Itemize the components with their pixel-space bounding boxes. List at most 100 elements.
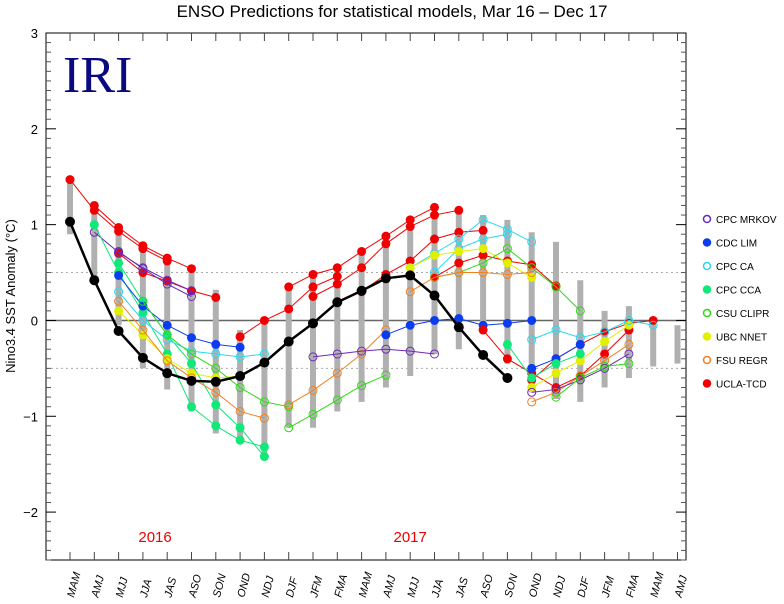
- forecast-point: [648, 320, 658, 330]
- forecast-point: [162, 335, 172, 345]
- forecast-point: [454, 205, 464, 215]
- forecast-point: [138, 264, 148, 274]
- observed-point: [137, 352, 148, 363]
- legend-label: CDC LIM: [716, 239, 757, 250]
- forecast-point: [381, 330, 391, 340]
- forecast-point: [211, 363, 221, 373]
- forecast-point: [162, 356, 172, 366]
- forecast-point: [600, 349, 610, 359]
- x-tick-label: NDJ: [260, 575, 277, 599]
- legend-marker: [702, 379, 712, 388]
- x-tick-label: SON: [503, 573, 521, 599]
- observed-point: [283, 336, 294, 347]
- forecast-point: [162, 279, 172, 289]
- forecast-point: [308, 352, 318, 362]
- forecast-point: [332, 271, 342, 281]
- forecast-point: [211, 349, 221, 359]
- forecast-point: [187, 264, 196, 274]
- observed-line: [65, 216, 513, 387]
- forecast-point: [527, 272, 537, 282]
- forecast-point: [211, 400, 221, 410]
- forecast-point: [624, 315, 634, 325]
- observed-point: [210, 376, 221, 387]
- x-tick-label: AMJ: [381, 574, 399, 600]
- iri-logo: IRI: [63, 47, 132, 104]
- forecast-point: [284, 282, 294, 292]
- legend-label: CPC CCA: [716, 286, 761, 297]
- forecast-point: [381, 370, 391, 380]
- forecast-point: [332, 395, 342, 405]
- forecast-point: [114, 296, 124, 306]
- forecast-point: [502, 244, 512, 254]
- y-tick-label: −1: [23, 409, 38, 424]
- forecast-point: [284, 304, 294, 314]
- forecast-point: [527, 315, 537, 325]
- forecast-point: [187, 359, 196, 369]
- forecast-point: [478, 215, 488, 225]
- legend-label: CPC CA: [716, 262, 754, 273]
- forecast-line: [118, 291, 265, 358]
- forecast-point: [357, 346, 367, 356]
- forecast-point: [259, 315, 269, 325]
- forecast-point: [478, 268, 488, 278]
- forecast-point: [575, 349, 585, 359]
- forecast-point: [405, 320, 415, 330]
- x-tick-label: AMJ: [89, 574, 107, 600]
- year-label: 2016: [138, 529, 171, 546]
- forecast-point: [332, 368, 342, 378]
- forecast-point: [575, 373, 585, 383]
- forecast-point: [454, 227, 464, 237]
- forecast-point: [551, 282, 561, 292]
- forecast-point: [235, 352, 245, 362]
- forecast-point: [138, 301, 148, 311]
- legend-marker: [702, 308, 712, 318]
- forecast-point: [430, 349, 439, 359]
- legend-label: CPC MRKOV: [716, 215, 777, 226]
- forecast-point: [284, 423, 294, 433]
- forecast-point: [502, 258, 512, 268]
- forecast-point: [551, 325, 561, 335]
- forecast-point: [308, 282, 318, 292]
- forecast-point: [478, 258, 488, 268]
- forecast-point: [551, 368, 561, 378]
- chart-title: ENSO Predictions for statistical models,…: [177, 2, 608, 21]
- forecast-point: [454, 246, 464, 256]
- model-ranges: [67, 179, 681, 457]
- forecast-point: [211, 339, 221, 349]
- observed-point: [235, 371, 246, 382]
- forecast-point: [527, 387, 537, 397]
- forecast-lines: [65, 175, 658, 462]
- y-tick-label: 3: [31, 26, 38, 41]
- forecast-point: [502, 318, 512, 328]
- forecast-point: [624, 349, 634, 359]
- forecast-line: [531, 319, 654, 381]
- forecast-line: [531, 319, 654, 341]
- x-tick-labels: MAM AMJ MJJ JJA JAS ASO SON OND NDJ DJF JFM FMA MAM A…: [65, 570, 690, 600]
- forecast-point: [527, 237, 537, 247]
- legend-marker: [702, 285, 712, 294]
- x-tick-label: AMJ: [673, 574, 691, 600]
- forecast-line: [93, 231, 192, 292]
- forecast-point: [430, 250, 439, 260]
- observed-point: [356, 285, 367, 296]
- forecast-point: [600, 361, 610, 371]
- forecast-point: [259, 413, 269, 423]
- forecast-point: [187, 402, 196, 412]
- legend-marker: [702, 332, 712, 341]
- forecast-point: [478, 244, 488, 254]
- x-tick-label: DJF: [284, 575, 301, 599]
- forecast-point: [575, 339, 585, 349]
- x-tick-label: JFM: [308, 574, 326, 600]
- forecast-point: [430, 202, 439, 212]
- forecast-point: [211, 387, 221, 397]
- legend: CPC MRKOV CDC LIM CPC CA CPC CCA CSU CLIPR UB…: [702, 214, 777, 391]
- forecast-point: [284, 400, 294, 410]
- forecast-point: [430, 234, 439, 244]
- forecast-line: [531, 353, 630, 393]
- forecast-point: [357, 349, 367, 359]
- x-tick-label: MAM: [357, 570, 375, 599]
- forecast-point: [527, 335, 537, 345]
- forecast-point: [502, 224, 512, 234]
- y-axis-label: Nino3.4 SST Anomaly (°C): [3, 219, 18, 373]
- legend-marker: [702, 214, 712, 224]
